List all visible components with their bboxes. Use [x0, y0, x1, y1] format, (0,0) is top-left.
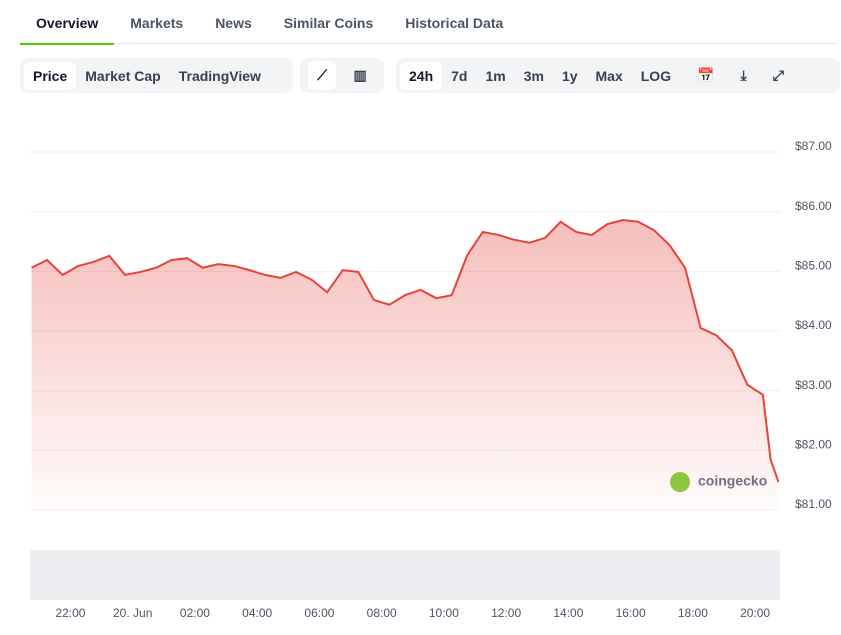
mode-button[interactable]: Market Cap	[85, 67, 161, 84]
x-tick-label: 18:00	[678, 606, 708, 620]
mode-button[interactable]: Price	[24, 61, 77, 90]
x-tick-label: 16:00	[616, 606, 646, 620]
x-tick-label: 20. Jun	[113, 606, 152, 620]
range-button[interactable]: 7d	[451, 67, 468, 84]
tab[interactable]: Markets	[130, 15, 184, 31]
icon-button[interactable]: ⤢	[772, 67, 784, 83]
candle-chart-button[interactable]: ▥	[353, 67, 367, 83]
icon-button[interactable]: 📅	[697, 67, 715, 83]
line-chart-button[interactable]: ⟋	[308, 61, 337, 90]
y-tick-label: $87.00	[795, 139, 832, 153]
tab[interactable]: Overview	[20, 0, 115, 45]
x-tick-label: 22:00	[55, 606, 85, 620]
range-button[interactable]: 24h	[400, 61, 443, 90]
tab[interactable]: Similar Coins	[283, 15, 374, 31]
tab[interactable]: News	[215, 15, 252, 31]
price-line	[31, 219, 780, 483]
tab[interactable]: Historical Data	[405, 15, 504, 31]
x-tick-label: 10:00	[429, 606, 459, 620]
x-tick-label: 20:00	[740, 606, 770, 620]
x-tick-label: 02:00	[180, 606, 210, 620]
range-button[interactable]: 1y	[561, 67, 578, 84]
y-tick-label: $82.00	[795, 438, 832, 452]
y-tick-label: $81.00	[795, 497, 832, 511]
tab-bar: Overview Markets News Similar Coins Historic…	[20, 0, 838, 45]
x-tick-label: 08:00	[367, 606, 397, 620]
range-button[interactable]: 3m	[523, 67, 544, 84]
x-tick-label: 14:00	[553, 606, 583, 620]
range-button[interactable]: 1m	[485, 67, 506, 84]
chart: $81.00 $82.00 $83.00 $84.00 $85.00 $86.00 $87.…	[30, 139, 832, 620]
price-area	[31, 220, 779, 510]
y-tick-label: $86.00	[795, 199, 832, 213]
volume-area	[30, 550, 780, 600]
range-switch: 24h 7d 1m 3m 1y Max LOG 📅 ⤓ ⤢	[396, 58, 840, 93]
range-button[interactable]: Max	[595, 67, 623, 84]
range-button[interactable]: LOG	[640, 67, 672, 84]
x-tick-label: 06:00	[304, 606, 334, 620]
icon-button[interactable]: ⤓	[740, 67, 747, 83]
y-tick-label: $84.00	[795, 318, 832, 332]
y-tick-label: $83.00	[795, 378, 832, 392]
chart-style-switch: ⟋ ▥	[300, 58, 384, 93]
x-tick-label: 04:00	[242, 606, 272, 620]
y-tick-label: $85.00	[795, 259, 832, 273]
mode-button[interactable]: TradingView	[178, 67, 261, 84]
x-tick-label: 12:00	[491, 606, 521, 620]
watermark: coingecko	[698, 473, 767, 489]
logo	[670, 472, 690, 492]
mode-switch: Price Market Cap TradingView	[20, 58, 293, 93]
